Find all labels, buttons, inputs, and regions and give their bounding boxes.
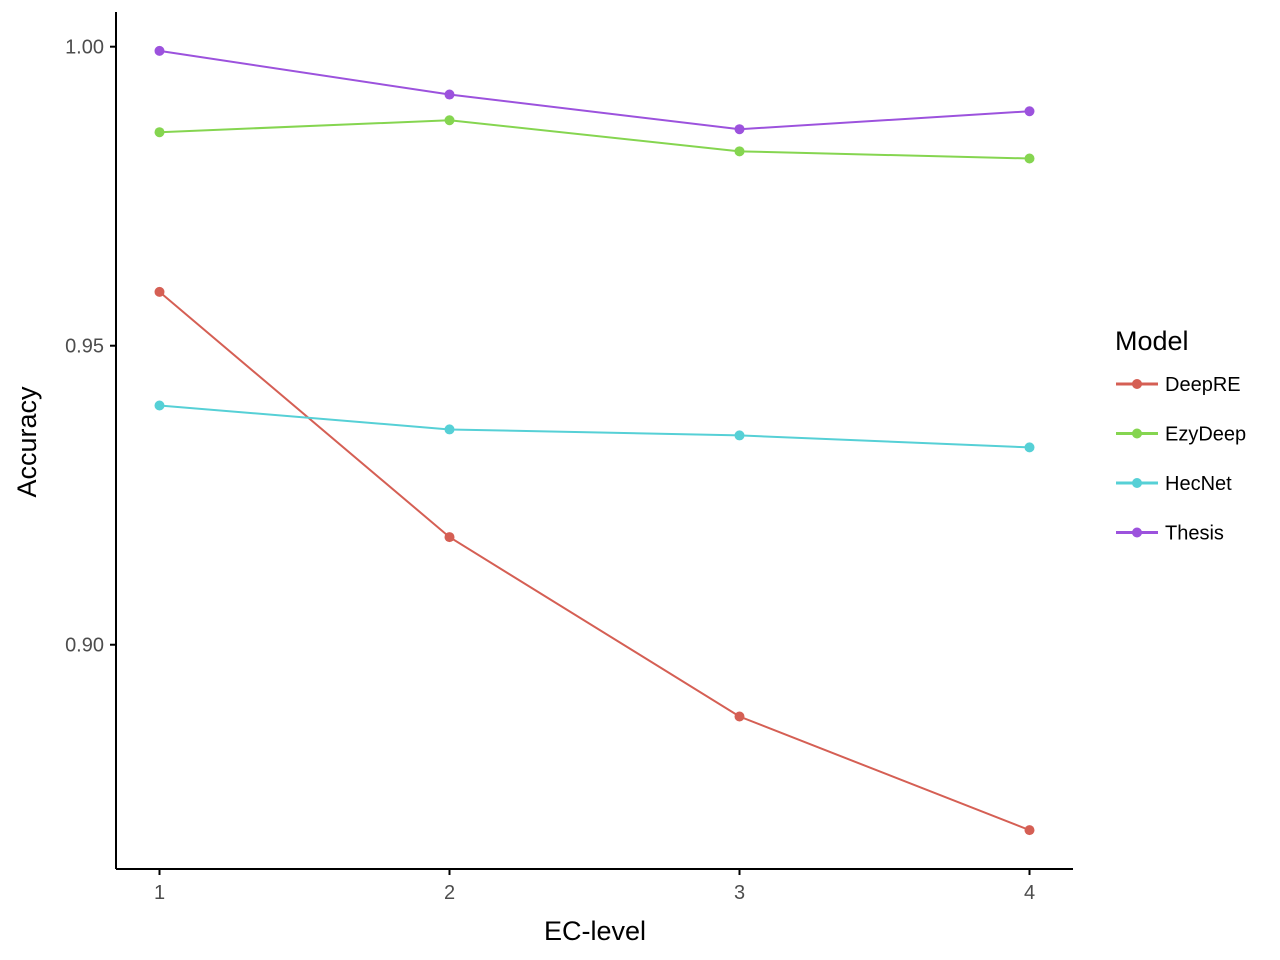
data-point-thesis <box>444 89 455 100</box>
legend-label-ezydeep: EzyDeep <box>1165 424 1246 446</box>
data-point-thesis <box>1024 106 1035 117</box>
data-point-deepre <box>444 532 455 543</box>
series-line-thesis <box>159 49 1030 131</box>
x-tick-label: 1 <box>154 882 165 904</box>
data-point-ezydeep <box>734 146 745 157</box>
data-point-deepre <box>734 711 745 722</box>
data-point-ezydeep <box>444 115 455 126</box>
data-point-hecnet <box>444 424 455 435</box>
y-tick-label: 1.00 <box>65 37 104 59</box>
data-point-thesis <box>734 124 745 135</box>
data-point-deepre <box>154 286 165 297</box>
legend-key-point-deepre <box>1132 379 1142 389</box>
legend-key-point-ezydeep <box>1132 428 1142 439</box>
x-tick-label: 3 <box>734 882 745 904</box>
series-line-hecnet <box>159 404 1030 449</box>
legend-title: Model <box>1115 326 1189 356</box>
legend-label-hecnet: HecNet <box>1165 473 1232 495</box>
x-tick-label: 2 <box>444 882 455 904</box>
data-point-hecnet <box>154 400 165 411</box>
plot-lines <box>158 49 1030 832</box>
legend-key-point-thesis <box>1132 527 1142 538</box>
x-tick-label: 4 <box>1024 882 1035 904</box>
y-ticks: 0.90 0.95 1.00 <box>65 37 116 657</box>
legend-label-deepre: DeepRE <box>1165 374 1241 396</box>
series-line-deepre <box>158 291 1030 832</box>
legend-label-thesis: Thesis <box>1165 523 1224 545</box>
data-point-hecnet <box>1024 442 1035 453</box>
data-point-hecnet <box>734 430 745 441</box>
data-point-ezydeep <box>154 127 165 138</box>
data-point-deepre <box>1024 825 1035 836</box>
y-tick-label: 0.95 <box>65 336 104 358</box>
data-point-thesis <box>154 45 165 56</box>
legend-key-point-hecnet <box>1132 478 1142 488</box>
legend: Model DeepRE EzyDeep HecNet Thesis <box>1115 326 1246 545</box>
y-axis-title: Accuracy <box>12 386 42 498</box>
y-tick-label: 0.90 <box>65 635 104 657</box>
data-point-ezydeep <box>1024 153 1035 164</box>
x-axis-title: EC-level <box>544 916 646 946</box>
series-line-ezydeep <box>159 119 1030 160</box>
plot-points <box>154 45 1035 836</box>
x-ticks: 1 2 3 4 <box>154 869 1035 904</box>
